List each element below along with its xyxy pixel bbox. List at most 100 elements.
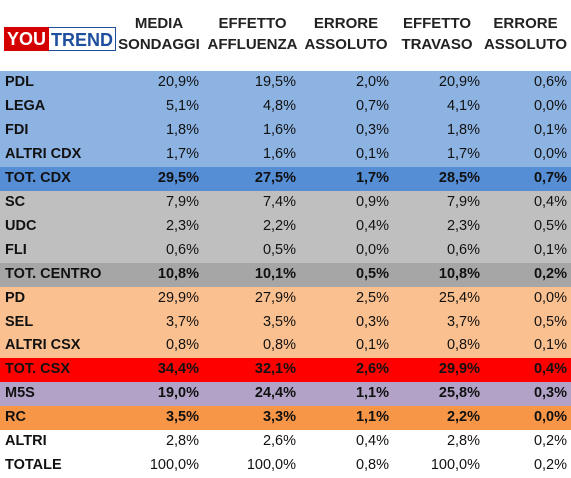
cell-value: 3,7% — [165, 313, 199, 330]
cell-value: 2,6% — [262, 433, 296, 450]
cell-value: 0,8% — [446, 337, 480, 354]
cell-value: 0,3% — [355, 121, 389, 138]
header-media-sondaggi: MEDIA SONDAGGI — [118, 15, 200, 53]
table-row: ALTRI CSX 0,8% 0,8% 0,1% 0,8% 0,1% — [0, 334, 571, 359]
cell-value: 0,1% — [355, 145, 389, 162]
cell-value: 32,1% — [254, 361, 296, 378]
cell-value: 0,0% — [533, 289, 567, 306]
cell-value: 0,0% — [533, 97, 567, 114]
table-row: FLI 0,6% 0,5% 0,0% 0,6% 0,1% — [0, 238, 571, 263]
cell-value: 0,1% — [533, 121, 567, 138]
row-label: ALTRI CSX — [5, 337, 81, 354]
cell-value: 0,5% — [533, 313, 567, 330]
row-label: TOTALE — [5, 457, 62, 474]
cell-value: 27,5% — [254, 169, 296, 186]
table-row: RC 3,5% 3,3% 1,1% 2,2% 0,0% — [0, 406, 571, 431]
cell-value: 1,7% — [355, 169, 389, 186]
cell-value: 28,5% — [438, 169, 480, 186]
row-label: M5S — [5, 385, 35, 402]
cell-value: 2,2% — [446, 409, 480, 426]
cell-value: 24,4% — [254, 385, 296, 402]
table-row: TOT. CSX 34,4% 32,1% 2,6% 29,9% 0,4% — [0, 358, 571, 383]
table-row: FDI 1,8% 1,6% 0,3% 1,8% 0,1% — [0, 118, 571, 143]
cell-value: 4,1% — [446, 97, 480, 114]
cell-value: 3,3% — [262, 409, 296, 426]
cell-value: 19,0% — [157, 385, 199, 402]
cell-value: 1,6% — [262, 145, 296, 162]
cell-value: 27,9% — [254, 289, 296, 306]
cell-value: 0,5% — [355, 265, 389, 282]
table-row: M5S 19,0% 24,4% 1,1% 25,8% 0,3% — [0, 382, 571, 407]
cell-value: 0,0% — [355, 241, 389, 258]
cell-value: 0,8% — [262, 337, 296, 354]
cell-value: 2,0% — [355, 74, 389, 90]
cell-value: 1,8% — [165, 121, 199, 138]
cell-value: 0,4% — [355, 217, 389, 234]
cell-value: 0,1% — [533, 337, 567, 354]
row-label: TOT. CENTRO — [5, 265, 102, 282]
table-row: TOT. CDX 29,5% 27,5% 1,7% 28,5% 0,7% — [0, 166, 571, 191]
cell-value: 20,9% — [157, 74, 199, 90]
cell-value: 0,5% — [533, 217, 567, 234]
cell-value: 0,1% — [533, 241, 567, 258]
table-header: YOU TREND MEDIA SONDAGGI EFFETTO AFFLUEN… — [0, 0, 571, 70]
cell-value: 0,9% — [355, 193, 389, 210]
row-label: UDC — [5, 217, 37, 234]
cell-value: 0,0% — [533, 145, 567, 162]
table-row: LEGA 5,1% 4,8% 0,7% 4,1% 0,0% — [0, 94, 571, 119]
cell-value: 0,4% — [533, 361, 567, 378]
row-label: SEL — [5, 313, 34, 330]
cell-value: 100,0% — [246, 457, 296, 474]
cell-value: 5,1% — [165, 97, 199, 114]
cell-value: 10,8% — [157, 265, 199, 282]
row-label: PD — [5, 289, 26, 306]
cell-value: 1,7% — [446, 145, 480, 162]
cell-value: 19,5% — [254, 74, 296, 90]
cell-value: 7,4% — [262, 193, 296, 210]
cell-value: 2,2% — [262, 217, 296, 234]
row-label: ALTRI CDX — [5, 145, 82, 162]
table-row: ALTRI 2,8% 2,6% 0,4% 2,8% 0,2% — [0, 430, 571, 455]
cell-value: 1,6% — [262, 121, 296, 138]
cell-value: 2,8% — [165, 433, 199, 450]
cell-value: 2,8% — [446, 433, 480, 450]
cell-value: 0,8% — [355, 457, 389, 474]
cell-value: 3,5% — [165, 409, 199, 426]
cell-value: 0,4% — [355, 433, 389, 450]
cell-value: 100,0% — [149, 457, 199, 474]
table-row: TOT. CENTRO 10,8% 10,1% 0,5% 10,8% 0,2% — [0, 262, 571, 287]
cell-value: 1,1% — [355, 409, 389, 426]
table-row: SEL 3,7% 3,5% 0,3% 3,7% 0,5% — [0, 310, 571, 335]
header-effetto-travaso: EFFETTO TRAVASO — [401, 15, 473, 53]
cell-value: 2,3% — [446, 217, 480, 234]
cell-value: 29,9% — [438, 361, 480, 378]
table-row: SC 7,9% 7,4% 0,9% 7,9% 0,4% — [0, 190, 571, 215]
cell-value: 1,8% — [446, 121, 480, 138]
row-label: LEGA — [5, 97, 46, 114]
cell-value: 3,5% — [262, 313, 296, 330]
header-effetto-affluenza: EFFETTO AFFLUENZA — [207, 15, 298, 53]
header-errore-assoluto-1: ERRORE ASSOLUTO — [304, 15, 388, 53]
cell-value: 1,7% — [165, 145, 199, 162]
cell-value: 10,8% — [438, 265, 480, 282]
cell-value: 20,9% — [438, 74, 480, 90]
table-row: ALTRI CDX 1,7% 1,6% 0,1% 1,7% 0,0% — [0, 142, 571, 167]
cell-value: 25,8% — [438, 385, 480, 402]
cell-value: 0,4% — [533, 193, 567, 210]
row-label: FDI — [5, 121, 29, 138]
table-row: PDL 20,9% 19,5% 2,0% 20,9% 0,6% — [0, 71, 571, 95]
cell-value: 0,2% — [533, 457, 567, 474]
row-label: PDL — [5, 74, 34, 90]
row-label: FLI — [5, 241, 27, 258]
cell-value: 2,5% — [355, 289, 389, 306]
cell-value: 0,5% — [262, 241, 296, 258]
cell-value: 2,6% — [355, 361, 389, 378]
youtrend-logo: YOU TREND — [4, 27, 117, 51]
cell-value: 100,0% — [430, 457, 480, 474]
table-row: UDC 2,3% 2,2% 0,4% 2,3% 0,5% — [0, 214, 571, 239]
cell-value: 7,9% — [165, 193, 199, 210]
cell-value: 29,5% — [157, 169, 199, 186]
cell-value: 0,6% — [533, 74, 567, 90]
table-row: TOTALE 100,0% 100,0% 0,8% 100,0% 0,2% — [0, 454, 571, 478]
